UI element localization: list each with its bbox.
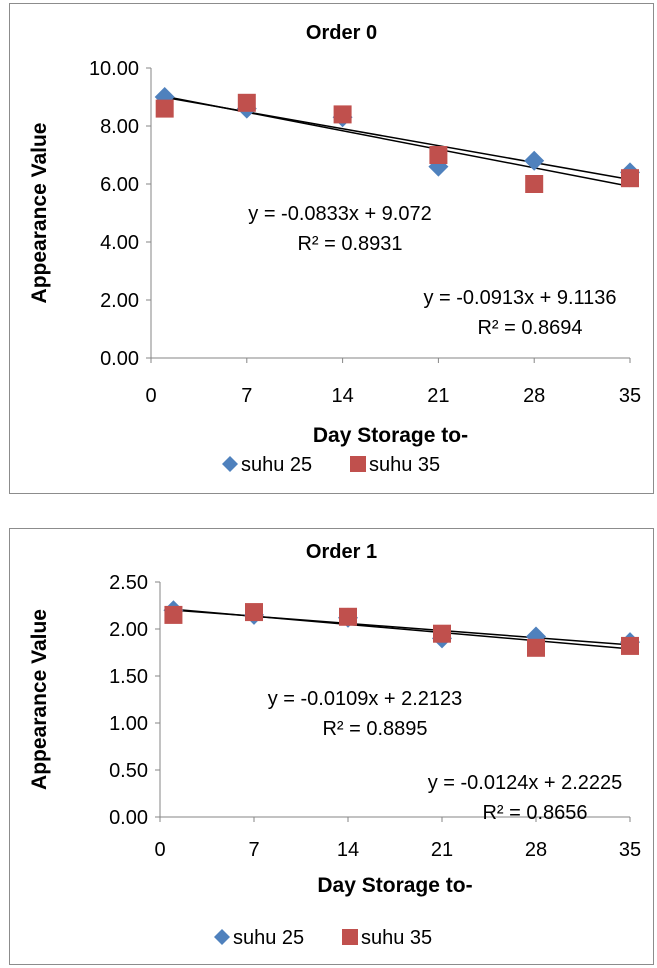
x-tick-label: 35 [619, 385, 641, 407]
y-tick-label: 6.00 [100, 174, 139, 196]
x-axis-title: Day Storage to- [317, 874, 472, 897]
data-point-square [333, 105, 352, 124]
y-axis-title: Appearance Value [28, 609, 51, 790]
x-tick-label: 0 [154, 839, 165, 861]
y-tick-label: 8.00 [100, 116, 139, 138]
r-squared-label: R² = 0.8931 [297, 233, 402, 255]
y-tick-label: 0.00 [109, 807, 148, 829]
legend-label-suhu-35: suhu 35 [361, 927, 432, 949]
y-tick-label: 2.00 [109, 619, 148, 641]
data-point-square [621, 169, 639, 188]
data-point-square [525, 175, 544, 193]
y-tick-label: 2.50 [109, 572, 148, 594]
legend-label-suhu-25: suhu 25 [241, 454, 312, 476]
y-tick-label: 1.00 [109, 713, 148, 735]
y-tick-label: 10.00 [89, 58, 139, 80]
legend-label-suhu-25: suhu 25 [233, 927, 304, 949]
x-tick-label: 21 [427, 385, 449, 407]
chart-title: Order 0 [306, 22, 377, 44]
data-point-diamond [524, 150, 545, 171]
x-tick-label: 28 [525, 839, 547, 861]
y-axis-title: Appearance Value [28, 123, 51, 304]
legend-diamond-icon [222, 456, 238, 472]
x-tick-label: 14 [331, 385, 353, 407]
chart-title: Order 1 [306, 541, 377, 563]
data-point-square [339, 607, 357, 626]
data-point-square [433, 624, 451, 643]
r-squared-label: R² = 0.8694 [477, 317, 582, 339]
legend-label-suhu-35: suhu 35 [369, 454, 440, 476]
data-point-square [621, 636, 639, 655]
x-axis-title: Day Storage to- [313, 424, 468, 447]
trendline-equation: y = -0.0913x + 9.1136 [423, 287, 616, 309]
x-tick-label: 0 [145, 385, 156, 407]
r-squared-label: R² = 0.8656 [482, 802, 587, 824]
x-tick-label: 35 [619, 839, 641, 861]
data-point-square [164, 605, 183, 624]
x-tick-label: 21 [431, 839, 453, 861]
x-tick-label: 28 [523, 385, 545, 407]
y-tick-label: 2.00 [100, 290, 139, 312]
x-tick-label: 7 [248, 839, 259, 861]
data-point-square [527, 638, 545, 657]
trendline-equation: y = -0.0124x + 2.2225 [428, 772, 623, 794]
data-point-square [429, 146, 448, 164]
y-tick-label: 4.00 [100, 232, 139, 254]
legend-square-icon [342, 929, 358, 945]
legend-square-icon [350, 456, 366, 472]
chart-order-0: Order 0 0.00 2.00 4.00 6.00 8.00 10.00 0 7 14 21 28… [9, 3, 654, 494]
y-tick-label: 0.00 [100, 348, 139, 370]
trendline-suhu-35 [173, 608, 631, 650]
data-point-diamond [526, 626, 546, 647]
data-point-square [155, 99, 174, 118]
y-tick-label: 0.50 [109, 760, 148, 782]
chart-order-1-svg: Order 1 0.00 0.50 1.00 1.50 2.00 2.50 0 7 14 21 28 3… [28, 541, 641, 949]
trendline-suhu-35 [164, 95, 631, 188]
y-tick-label: 1.50 [109, 666, 148, 688]
chart-order-0-svg: Order 0 0.00 2.00 4.00 6.00 8.00 10.00 0 7 14 21 28… [28, 22, 641, 476]
chart-order-1: Order 1 0.00 0.50 1.00 1.50 2.00 2.50 0 7 14 21 28 3… [9, 528, 654, 965]
data-point-square [245, 603, 263, 622]
x-tick-label: 7 [241, 385, 252, 407]
data-point-square [237, 93, 256, 112]
legend-diamond-icon [214, 929, 230, 945]
r-squared-label: R² = 0.8895 [322, 718, 427, 740]
x-tick-label: 14 [337, 839, 359, 861]
trendline-equation: y = -0.0109x + 2.2123 [268, 688, 463, 710]
trendline-equation: y = -0.0833x + 9.072 [248, 203, 431, 225]
